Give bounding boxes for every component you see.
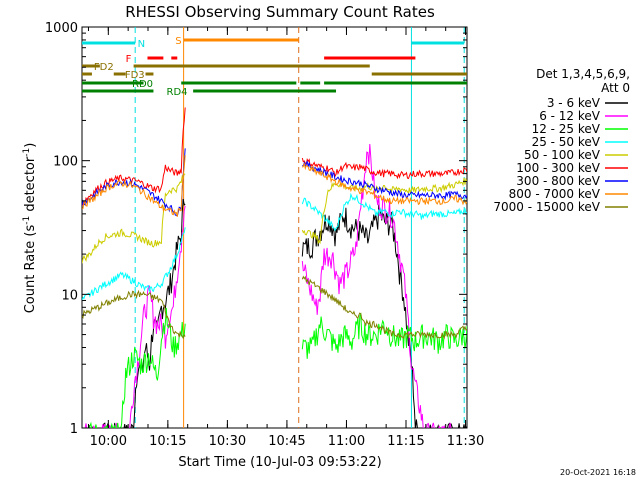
footer-date: 20-Oct-2021 16:18: [560, 468, 636, 477]
x-tick-label: 10:45: [268, 434, 305, 449]
y-axis-label-part1: Count Rate (s: [23, 225, 38, 314]
y-tick-label: 1000: [45, 21, 78, 36]
y-axis-label: Count Rate (s-1 detector-1): [22, 143, 38, 314]
series-line: [88, 307, 467, 428]
x-tick-label: 11:00: [328, 434, 365, 449]
legend-label: 800 - 7000 keV: [509, 187, 601, 201]
y-axis-label-part2: detector: [23, 156, 38, 216]
y-tick-label: 10: [61, 288, 78, 303]
x-tick-label: 10:00: [90, 434, 127, 449]
legend-label: 300 - 800 keV: [516, 174, 600, 188]
legend-label: 100 - 300 keV: [516, 161, 600, 175]
flag-label: RD4: [167, 87, 188, 98]
series-line: [87, 198, 467, 428]
legend-label: 3 - 6 keV: [547, 96, 601, 110]
series-line: [82, 155, 467, 217]
y-axis-label-sup1: -1: [22, 216, 32, 225]
y-tick-label: 100: [53, 155, 78, 170]
legend-label: 7000 - 15000 keV: [493, 200, 600, 214]
plot-area-frame: [81, 26, 468, 429]
x-axis-label: Start Time (10-Jul-03 09:53:22): [178, 455, 381, 470]
series-line: [82, 192, 467, 301]
y-axis-label-sup2: -1: [22, 148, 32, 157]
legend-label: 6 - 12 keV: [539, 109, 601, 123]
flag-label: N: [138, 39, 145, 50]
legend-label: 25 - 50 keV: [532, 135, 601, 149]
legend-label: 50 - 100 keV: [524, 148, 601, 162]
flag-label: FD3: [125, 70, 145, 81]
series-lines: [82, 107, 467, 428]
legend-title-line2: Att 0: [601, 81, 630, 95]
x-tick-label: 11:30: [447, 434, 484, 449]
series-line: [82, 173, 467, 264]
series-line: [84, 143, 452, 428]
flag-label: FD2: [94, 62, 114, 73]
flag-label: F: [126, 54, 132, 65]
legend-title-line1: Det 1,3,4,5,6,9,: [536, 67, 630, 81]
chart-title: RHESSI Observing Summary Count Rates: [125, 3, 435, 21]
y-tick-label: 1: [70, 422, 78, 437]
flag-label: S: [175, 36, 181, 47]
series-line: [82, 275, 467, 340]
y-axis-label-part3: ): [23, 143, 38, 148]
flag-label: RD0: [132, 79, 153, 90]
x-tick-label: 10:30: [209, 434, 246, 449]
legend-label: 12 - 25 keV: [532, 122, 601, 136]
x-tick-label: 11:15: [387, 434, 424, 449]
axes: 10:00 10:15 10:30 10:45 11:00 11:15 11:30 1 10 10…: [45, 21, 484, 449]
x-tick-label: 10:15: [149, 434, 186, 449]
